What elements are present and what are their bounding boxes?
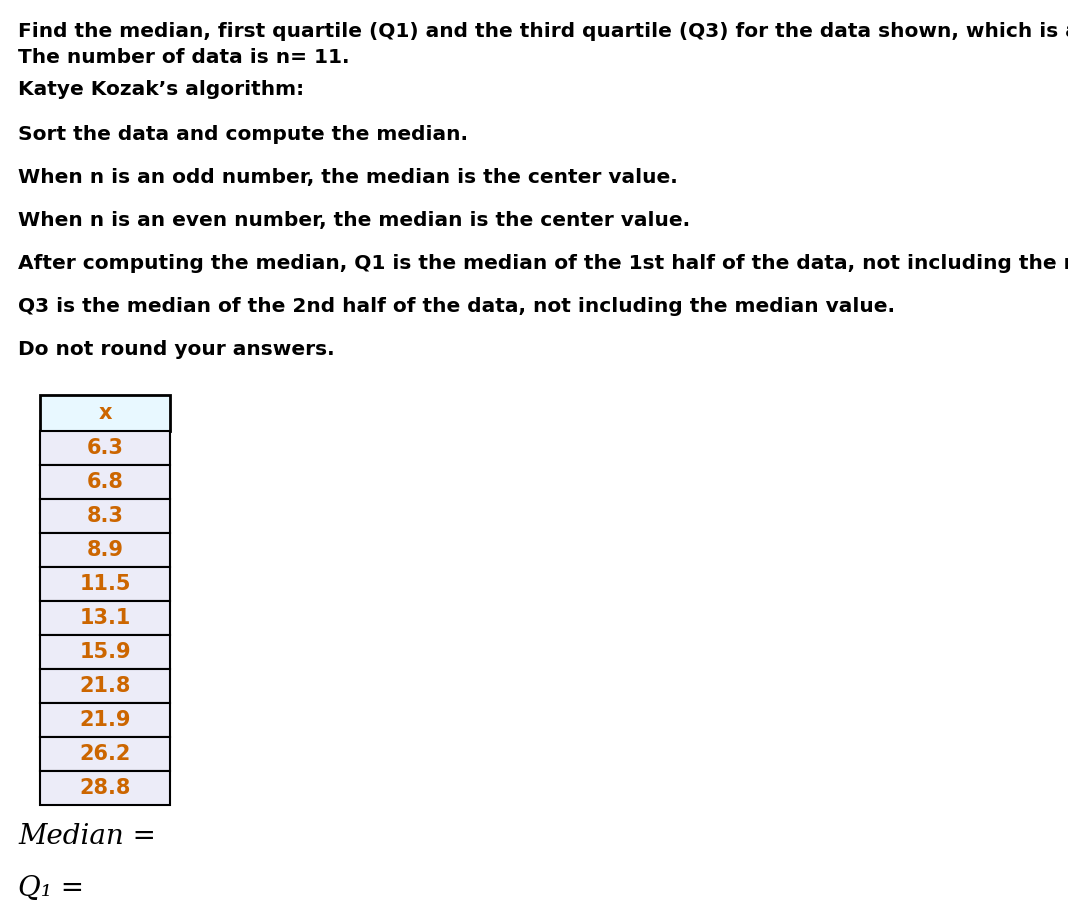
Text: Q₁ =: Q₁ = [18, 875, 84, 902]
Bar [40, 635, 170, 669]
Bar [40, 499, 170, 533]
Text: 21.8: 21.8 [79, 676, 130, 696]
Text: Find the median, first quartile (Q1) and the third quartile (Q3) for the data sh: Find the median, first quartile (Q1) and… [18, 22, 1068, 41]
Text: 11.5: 11.5 [79, 574, 130, 594]
Text: 8.9: 8.9 [87, 540, 124, 560]
Bar [40, 771, 170, 805]
Text: Katye Kozak’s algorithm:: Katye Kozak’s algorithm: [18, 80, 304, 99]
Text: When n is an odd number, the median is the center value.: When n is an odd number, the median is t… [18, 168, 678, 187]
Bar [40, 567, 170, 601]
Bar [40, 669, 170, 703]
Text: 6.8: 6.8 [87, 472, 124, 492]
Bar [40, 431, 170, 465]
Text: Q3 is the median of the 2nd half of the data, not including the median value.: Q3 is the median of the 2nd half of the … [18, 297, 895, 316]
Text: Median =: Median = [18, 823, 156, 850]
Text: 15.9: 15.9 [79, 642, 130, 662]
Text: 21.9: 21.9 [79, 710, 130, 730]
Bar [40, 737, 170, 771]
Text: When n is an even number, the median is the center value.: When n is an even number, the median is … [18, 211, 690, 230]
Bar [40, 533, 170, 567]
Text: 6.3: 6.3 [87, 438, 124, 458]
Text: 13.1: 13.1 [79, 608, 130, 628]
Text: 26.2: 26.2 [79, 744, 130, 764]
Text: 8.3: 8.3 [87, 506, 124, 526]
Bar [40, 703, 170, 737]
Bar [40, 395, 170, 431]
Bar [40, 601, 170, 635]
Text: Do not round your answers.: Do not round your answers. [18, 340, 334, 359]
Bar [40, 465, 170, 499]
Text: x: x [98, 403, 112, 423]
Text: After computing the median, Q1 is the median of the 1st half of the data, not in: After computing the median, Q1 is the me… [18, 254, 1068, 273]
Text: 28.8: 28.8 [79, 778, 130, 798]
Text: The number of data is n= 11.: The number of data is n= 11. [18, 48, 349, 67]
Text: Sort the data and compute the median.: Sort the data and compute the median. [18, 125, 468, 144]
